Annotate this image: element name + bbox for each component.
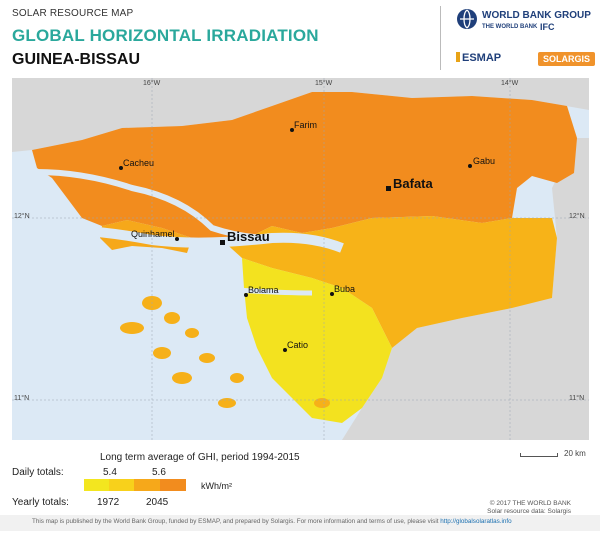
country-name: GUINEA-BISSAU [12, 51, 141, 68]
esmap-logo-text: ESMAP [462, 52, 502, 64]
legend-swatch [160, 479, 186, 491]
city-label: Gabu [473, 156, 496, 166]
lon-tick: 16°W [143, 80, 161, 87]
city-marker [330, 292, 334, 296]
city-label: Quinhamel [131, 229, 175, 239]
esmap-bar-icon [456, 52, 460, 62]
legend-color-bar [84, 479, 186, 491]
lat-tick: 12°N [569, 213, 585, 220]
map-title: GLOBAL HORIZONTAL IRRADIATION [12, 26, 319, 45]
geba-estuary [11, 223, 344, 253]
low-irradiation-zone [242, 258, 392, 423]
city-marker [175, 237, 179, 241]
city-marker [468, 164, 472, 168]
wbg-name-text: WORLD BANK GROUP [482, 10, 591, 21]
map-canvas [11, 78, 589, 440]
city-marker [220, 240, 225, 245]
solar-map: 16°W 15°W 14°W 12°N 12°N 11°N 11°N Farim… [11, 78, 589, 515]
neighbor-land-north [12, 78, 589, 152]
lat-tick: 12°N [14, 213, 30, 220]
daily-value-high: 5.6 [152, 467, 166, 478]
legend-title: Long term average of GHI, period 1994-20… [100, 452, 300, 463]
legend-unit: kWh/m² [201, 481, 232, 491]
lon-tick: 15°W [315, 80, 333, 87]
map-subtitle: SOLAR RESOURCE MAP [12, 8, 134, 19]
lon-tick: 14°W [501, 80, 519, 87]
yearly-totals-label: Yearly totals: [12, 497, 69, 508]
world-bank-group-logo: WORLD BANK GROUP THE WORLD BANK IFC [456, 8, 596, 40]
map-credits: © 2017 THE WORLD BANK Solar resource dat… [487, 500, 571, 516]
city-label: Bolama [248, 285, 279, 295]
globe-icon [457, 9, 477, 29]
legend-swatch [109, 479, 134, 491]
esmap-logo: ESMAP [456, 52, 501, 64]
scale-bar: 20 km [520, 449, 590, 463]
lat-tick: 11°N [569, 395, 585, 402]
neighbor-land-south-east [342, 138, 589, 440]
footer-link[interactable]: http://globalsolaratlas.info [440, 518, 512, 525]
yearly-value-low: 1972 [97, 497, 120, 508]
legend-swatch [84, 479, 109, 491]
ifc-logo-text: IFC [540, 22, 555, 32]
mid-irradiation-zone [222, 216, 557, 348]
city-marker [283, 348, 287, 352]
city-label: Bissau [227, 229, 270, 244]
yearly-value-high: 2045 [146, 497, 169, 508]
scale-label: 20 km [564, 449, 586, 458]
daily-totals-label: Daily totals: [12, 467, 64, 478]
city-label: Catio [287, 340, 309, 350]
wbg-sub-text: THE WORLD BANK [482, 24, 538, 30]
scale-line [520, 453, 558, 457]
city-marker [290, 128, 294, 132]
city-marker [386, 186, 391, 191]
footer-disclaimer: This map is published by the World Bank … [32, 518, 439, 525]
city-label: Buba [334, 284, 356, 294]
high-irradiation-zone [32, 92, 577, 240]
city-marker [119, 166, 123, 170]
footer: This map is published by the World Bank … [0, 515, 600, 531]
city-marker [244, 293, 248, 297]
footer-text: This map is published by the World Bank … [32, 518, 512, 525]
legend-swatch [134, 479, 160, 491]
cacheu-river [11, 169, 273, 241]
bijagos-islands [120, 296, 330, 408]
city-label: Cacheu [123, 158, 155, 168]
grande-de-buba-river [211, 285, 313, 296]
daily-value-low: 5.4 [103, 467, 117, 478]
credit-line-2: Solar resource data: Solargis [487, 508, 571, 515]
credit-line-1: © 2017 THE WORLD BANK [489, 500, 571, 507]
header-divider [440, 6, 441, 70]
city-label: Bafata [393, 176, 433, 191]
solargis-logo: SOLARGIS [538, 52, 596, 66]
city-label: Farim [294, 120, 317, 130]
lat-tick: 11°N [14, 395, 30, 402]
graticule [12, 78, 589, 440]
